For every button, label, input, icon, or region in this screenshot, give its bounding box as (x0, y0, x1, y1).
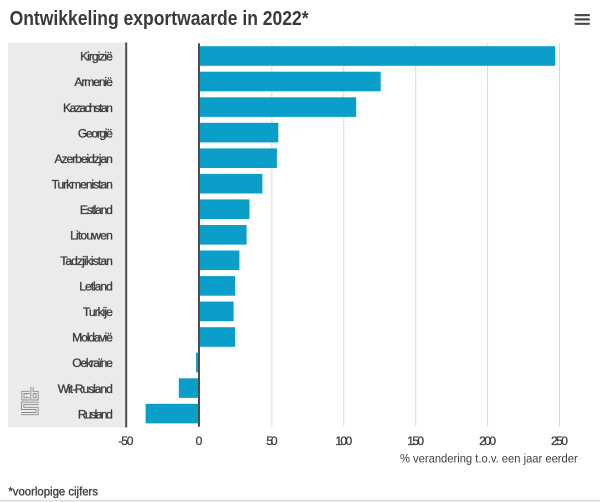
svg-text:Moldavië: Moldavië (72, 331, 113, 345)
svg-text:250: 250 (551, 434, 568, 448)
svg-text:200: 200 (479, 434, 496, 448)
svg-text:Wit-Rusland: Wit-Rusland (58, 382, 113, 396)
svg-text:-50: -50 (119, 434, 134, 448)
svg-text:Armenië: Armenië (74, 75, 113, 89)
svg-text:0: 0 (196, 434, 203, 448)
svg-text:Kazachstan: Kazachstan (63, 101, 113, 115)
svg-text:Letland: Letland (79, 280, 113, 294)
svg-text:*voorlopige cijfers: *voorlopige cijfers (8, 484, 98, 498)
svg-text:Tadzjikistan: Tadzjikistan (60, 254, 113, 268)
svg-text:Litouwen: Litouwen (70, 229, 113, 243)
svg-text:150: 150 (407, 434, 424, 448)
svg-text:Azerbeidzjan: Azerbeidzjan (55, 152, 113, 166)
svg-text:Ontwikkeling exportwaarde in 2: Ontwikkeling exportwaarde in 2022* (10, 7, 309, 30)
svg-text:Kirgizië: Kirgizië (80, 50, 113, 64)
svg-text:Estland: Estland (80, 203, 113, 217)
svg-text:Georgië: Georgië (78, 126, 113, 140)
svg-text:Turkije: Turkije (83, 305, 113, 319)
svg-text:Oekraïne: Oekraïne (72, 356, 113, 370)
svg-text:Turkmenistan: Turkmenistan (52, 177, 113, 191)
svg-text:50: 50 (266, 434, 278, 448)
svg-text:Rusland: Rusland (78, 407, 113, 421)
svg-text:% verandering t.o.v. een jaar: % verandering t.o.v. een jaar eerder (400, 452, 578, 466)
svg-text:100: 100 (335, 434, 352, 448)
